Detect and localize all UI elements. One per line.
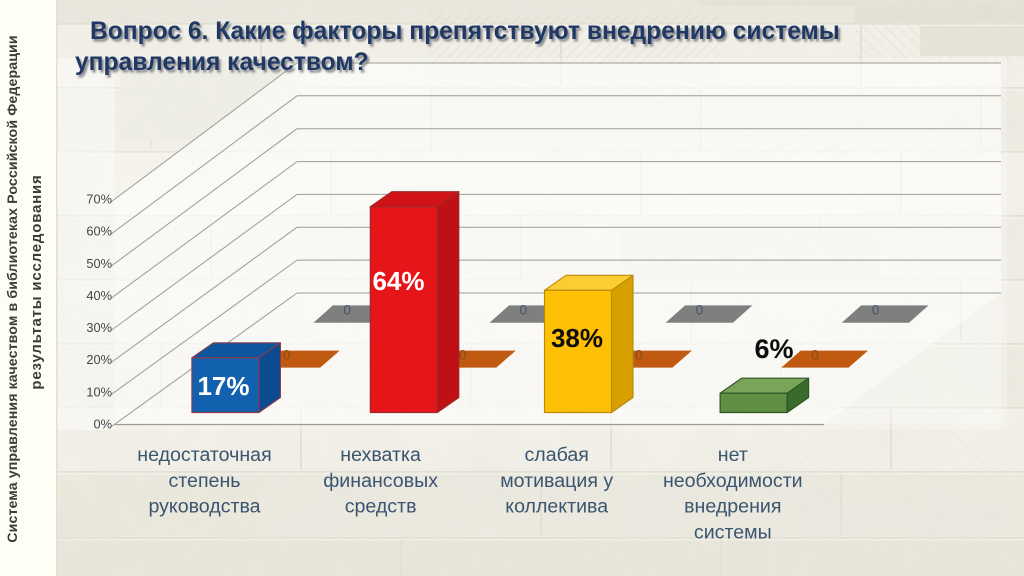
svg-text:38%: 38% (551, 323, 603, 353)
svg-text:64%: 64% (372, 266, 424, 296)
svg-text:0%: 0% (94, 417, 113, 432)
svg-text:0: 0 (635, 348, 643, 363)
svg-text:степень: степень (169, 470, 241, 492)
svg-text:системы: системы (694, 521, 772, 543)
svg-text:50%: 50% (86, 256, 112, 271)
svg-text:30%: 30% (86, 320, 112, 335)
svg-text:коллектива: коллектива (505, 496, 608, 518)
svg-text:недостаточная: недостаточная (137, 444, 271, 466)
svg-text:60%: 60% (86, 224, 112, 239)
svg-text:внедрения: внедрения (684, 496, 781, 518)
svg-text:40%: 40% (86, 288, 112, 303)
svg-text:средств: средств (345, 496, 417, 518)
svg-text:0: 0 (696, 303, 704, 318)
svg-text:финансовых: финансовых (323, 470, 438, 492)
svg-text:0: 0 (459, 348, 467, 363)
svg-text:слабая: слабая (524, 444, 588, 466)
svg-text:руководства: руководства (148, 496, 260, 518)
svg-text:необходимости: необходимости (663, 470, 803, 492)
svg-text:0: 0 (343, 303, 351, 318)
svg-text:мотивация у: мотивация у (500, 470, 613, 492)
svg-text:70%: 70% (86, 192, 112, 207)
svg-text:0: 0 (283, 348, 291, 363)
svg-text:Система управления качеством: Система управления качеством в библиотек… (5, 35, 21, 542)
svg-text:нехватка: нехватка (340, 444, 421, 466)
svg-text:17%: 17% (197, 371, 249, 401)
svg-text:0: 0 (520, 303, 528, 318)
svg-text:результаты исследования: результаты исследования (28, 174, 45, 389)
svg-text:6%: 6% (754, 334, 793, 364)
svg-text:0: 0 (811, 348, 819, 363)
svg-text:0: 0 (872, 303, 880, 318)
svg-text:нет: нет (718, 444, 748, 466)
svg-text:20%: 20% (86, 352, 112, 367)
svg-text:10%: 10% (86, 384, 112, 399)
